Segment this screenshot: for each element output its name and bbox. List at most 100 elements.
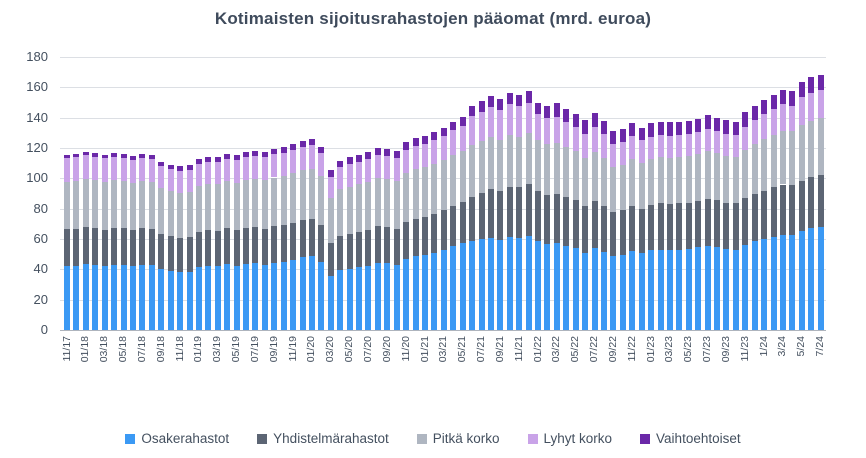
bar-segment-osakerahastot xyxy=(101,266,108,330)
bar-segment-osakerahastot xyxy=(619,254,626,330)
bar-segment-vaihtoehtoiset xyxy=(243,152,249,158)
bar-segment-osakerahastot xyxy=(290,259,297,330)
bar-segment-vaihtoehtoiset xyxy=(619,129,626,142)
bar-segment-pitk-korko xyxy=(450,154,457,206)
bar-segment-osakerahastot xyxy=(770,236,777,330)
bar-segment-yhdistelm-rahastot xyxy=(685,202,692,249)
bar-segment-lyhyt-korko xyxy=(657,135,664,158)
bar-segment-vaihtoehtoiset xyxy=(374,147,381,155)
bar-segment-osakerahastot xyxy=(591,248,598,330)
bar-segment-yhdistelm-rahastot xyxy=(318,225,325,262)
bar-segment-osakerahastot xyxy=(487,237,494,330)
bar-segment-yhdistelm-rahastot xyxy=(610,211,617,257)
bar-segment-vaihtoehtoiset xyxy=(177,166,183,171)
bar-segment-yhdistelm-rahastot xyxy=(535,191,541,242)
bar-segment-vaihtoehtoiset xyxy=(92,152,99,157)
bar-segment-osakerahastot xyxy=(243,264,249,330)
x-axis-label: 09/20 xyxy=(380,336,393,363)
bar-segment-lyhyt-korko xyxy=(167,168,174,191)
bar-segment-yhdistelm-rahastot xyxy=(384,227,391,264)
bar-segment-pitk-korko xyxy=(412,169,419,219)
bar-segment-pitk-korko xyxy=(158,188,165,235)
bar-segment-vaihtoehtoiset xyxy=(732,121,739,136)
x-axis-label: 05/23 xyxy=(682,336,695,363)
bar-segment-osakerahastot xyxy=(563,245,570,330)
bar-segment-pitk-korko xyxy=(516,136,523,188)
bar-segment-lyhyt-korko xyxy=(308,144,315,169)
bar-segment-osakerahastot xyxy=(704,245,711,330)
bar-segment-yhdistelm-rahastot xyxy=(101,229,108,267)
bar-segment-lyhyt-korko xyxy=(600,134,607,158)
x-axis-label: 07/19 xyxy=(248,336,261,363)
bar-segment-lyhyt-korko xyxy=(224,158,231,182)
x-axis-label: 05/18 xyxy=(117,336,129,363)
bar-segment-vaihtoehtoiset xyxy=(214,157,221,163)
bar-segment-vaihtoehtoiset xyxy=(111,153,118,157)
bar-segment-yhdistelm-rahastot xyxy=(723,202,730,249)
bar-segment-pitk-korko xyxy=(676,157,683,204)
bar-segment-lyhyt-korko xyxy=(177,170,183,193)
bar-segment-pitk-korko xyxy=(695,154,702,202)
bar-segment-yhdistelm-rahastot xyxy=(553,193,560,243)
bar-segment-lyhyt-korko xyxy=(506,104,513,136)
bar-segment-pitk-korko xyxy=(506,135,513,187)
bar-segment-lyhyt-korko xyxy=(535,113,541,141)
bar-segment-osakerahastot xyxy=(403,258,410,330)
bar-segment-pitk-korko xyxy=(64,181,70,230)
bar-segment-lyhyt-korko xyxy=(318,152,325,176)
bar-segment-pitk-korko xyxy=(290,173,297,223)
bar-segment-pitk-korko xyxy=(572,151,579,201)
bar-segment-lyhyt-korko xyxy=(299,146,306,171)
bar-segment-yhdistelm-rahastot xyxy=(638,208,645,254)
bar-segment-osakerahastot xyxy=(356,267,362,330)
bar-segment-yhdistelm-rahastot xyxy=(506,186,513,237)
bar-segment-yhdistelm-rahastot xyxy=(572,200,579,249)
bar-segment-yhdistelm-rahastot xyxy=(73,228,80,266)
bar-segment-yhdistelm-rahastot xyxy=(619,210,626,255)
bar-segment-osakerahastot xyxy=(582,252,589,330)
bar-segment-vaihtoehtoiset xyxy=(723,120,730,134)
bar-segment-vaihtoehtoiset xyxy=(120,153,127,158)
bar-segment-vaihtoehtoiset xyxy=(167,164,174,169)
bar-segment-vaihtoehtoiset xyxy=(629,123,636,136)
bar-segment-osakerahastot xyxy=(638,253,645,330)
bar-segment-osakerahastot xyxy=(817,226,824,330)
legend-item-lyhyt-korko: Lyhyt korko xyxy=(527,431,612,446)
bar-segment-pitk-korko xyxy=(82,178,89,227)
bar-segment-lyhyt-korko xyxy=(789,105,796,132)
x-axis-label: 01/23 xyxy=(644,336,657,363)
bar-segment-pitk-korko xyxy=(779,130,786,185)
bar-segment-yhdistelm-rahastot xyxy=(374,226,381,263)
bar-segment-vaihtoehtoiset xyxy=(553,103,560,117)
y-axis-label: 160 xyxy=(26,79,48,95)
x-axis-label: 03/18 xyxy=(98,336,111,363)
bar-segment-vaihtoehtoiset xyxy=(233,155,240,160)
bar-segment-osakerahastot xyxy=(610,256,617,330)
x-axis-label: 11/21 xyxy=(512,336,525,362)
bar-segment-lyhyt-korko xyxy=(271,154,278,178)
bar-segment-osakerahastot xyxy=(82,264,89,330)
bar-segment-osakerahastot xyxy=(497,239,504,330)
bar-segment-vaihtoehtoiset xyxy=(525,91,532,103)
x-axis-label: 11/19 xyxy=(286,336,299,362)
bar-segment-pitk-korko xyxy=(243,180,249,229)
bar-segment-yhdistelm-rahastot xyxy=(177,237,183,273)
bar-segment-vaihtoehtoiset xyxy=(101,154,108,159)
bar-segment-yhdistelm-rahastot xyxy=(516,187,523,239)
bar-segment-pitk-korko xyxy=(308,168,315,219)
bar-segment-pitk-korko xyxy=(553,142,560,194)
bar-segment-osakerahastot xyxy=(271,262,278,330)
bar-segment-vaihtoehtoiset xyxy=(356,155,362,162)
bar-segment-osakerahastot xyxy=(346,268,353,330)
bar-segment-lyhyt-korko xyxy=(619,141,626,165)
bar-segment-osakerahastot xyxy=(469,240,476,330)
bar-segment-vaihtoehtoiset xyxy=(205,157,212,162)
bar-segment-lyhyt-korko xyxy=(440,135,447,160)
bar-segment-lyhyt-korko xyxy=(158,166,165,189)
bar-segment-pitk-korko xyxy=(299,170,306,220)
bar-segment-vaihtoehtoiset xyxy=(497,98,504,111)
bar-segment-yhdistelm-rahastot xyxy=(356,231,362,268)
bar-segment-vaihtoehtoiset xyxy=(384,148,391,156)
bar-segment-osakerahastot xyxy=(365,265,372,330)
